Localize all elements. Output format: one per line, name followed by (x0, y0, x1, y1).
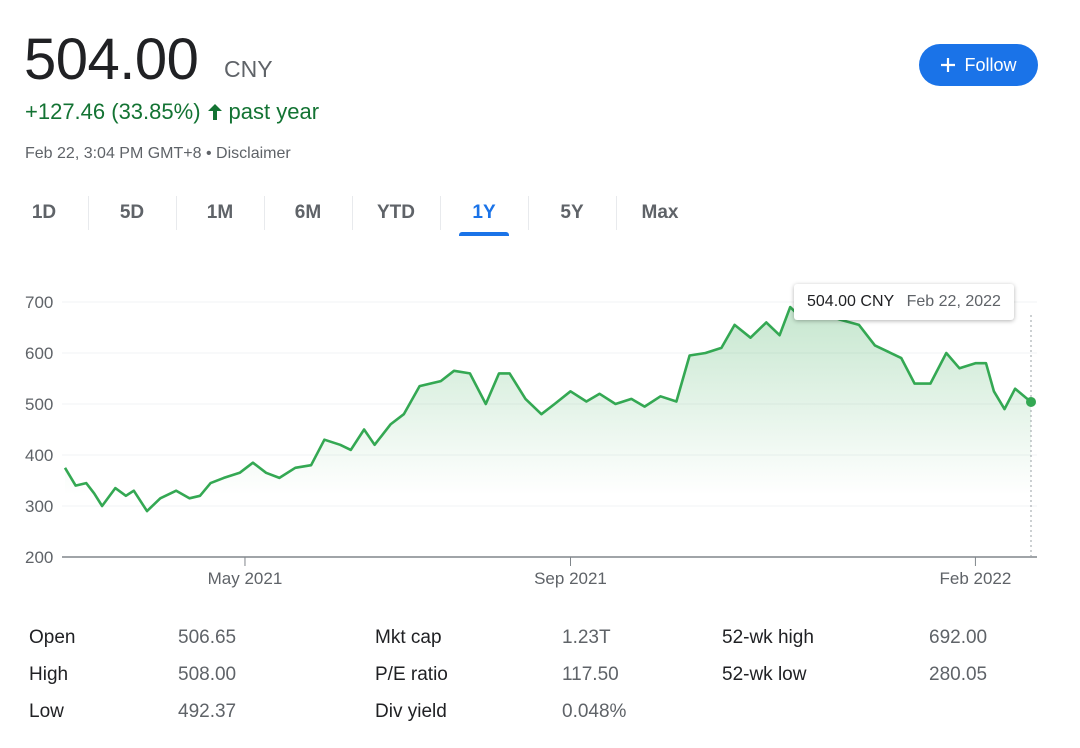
stat-label: Mkt cap (375, 627, 442, 648)
stat-label: 52-wk high (722, 627, 814, 648)
tooltip-price: 504.00 CNY (807, 293, 895, 310)
stat-value: 0.048% (562, 701, 627, 722)
y-tick-label: 300 (25, 497, 53, 516)
follow-label: Follow (964, 54, 1017, 75)
currency: CNY (224, 56, 273, 82)
tab-1m[interactable]: 1M (176, 196, 264, 236)
stat-value: 508.00 (178, 664, 237, 685)
tab-5y[interactable]: 5Y (528, 196, 616, 236)
separator: • (205, 145, 212, 162)
current-price: 504.00 (24, 27, 199, 92)
tab-6m[interactable]: 6M (264, 196, 352, 236)
stat-value: 117.50 (562, 664, 619, 685)
follow-button[interactable]: Follow (919, 44, 1038, 86)
stat-label: Low (29, 701, 64, 722)
x-tick-label: May 2021 (208, 569, 283, 588)
stat-value: 280.05 (929, 664, 988, 685)
disclaimer-link[interactable]: Disclaimer (216, 145, 291, 162)
change-period: past year (228, 99, 320, 124)
stat-label: High (29, 664, 69, 685)
stat-value: 692.00 (929, 627, 988, 648)
tooltip-date: Feb 22, 2022 (906, 293, 1001, 310)
stat-label: Div yield (375, 701, 447, 722)
tab-5d[interactable]: 5D (88, 196, 176, 236)
timestamp-line: Feb 22, 3:04 PM GMT+8 • Disclaimer (25, 145, 291, 163)
stat-value: 1.23T (562, 627, 611, 648)
timestamp: Feb 22, 3:04 PM GMT+8 (25, 145, 202, 162)
tab-1y[interactable]: 1Y (440, 196, 528, 236)
range-tabs: 1D 5D 1M 6M YTD 1Y 5Y Max (0, 196, 704, 236)
y-tick-label: 600 (25, 344, 53, 363)
price-change: +127.46 (33.85%) past year (25, 99, 319, 125)
stat-value: 506.65 (178, 627, 237, 648)
change-value: +127.46 (33.85%) (25, 99, 201, 124)
plus-icon (941, 58, 956, 72)
stat-label: Open (29, 627, 76, 648)
arrow-up-icon (207, 104, 222, 120)
price-area (65, 307, 1031, 557)
y-tick-label: 700 (25, 293, 53, 312)
price-chart[interactable]: 200 300 400 500 600 700 May 2021 Sep 2021 Feb 2… (0, 270, 1080, 600)
y-tick-label: 200 (25, 548, 53, 567)
tab-ytd[interactable]: YTD (352, 196, 440, 236)
stat-label: P/E ratio (375, 664, 448, 685)
stat-label: 52-wk low (722, 664, 807, 685)
stat-value: 492.37 (178, 701, 237, 722)
price-line (63, 305, 1032, 513)
x-tick-label: Sep 2021 (534, 569, 607, 588)
y-tick-label: 500 (25, 395, 53, 414)
x-tick-label: Feb 2022 (940, 569, 1012, 588)
chart-tooltip: 504.00 CNY Feb 22, 2022 (794, 284, 1014, 320)
y-tick-label: 400 (25, 446, 53, 465)
tab-1d[interactable]: 1D (31, 202, 57, 223)
tab-max[interactable]: Max (616, 196, 704, 236)
current-point (1026, 396, 1036, 407)
